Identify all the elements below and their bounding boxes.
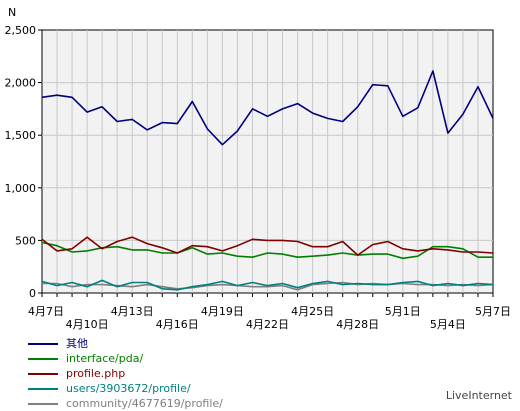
legend-item: interface/pda/ — [28, 351, 223, 366]
line-chart: 05001,0001,5002,0002,5004月7日4月10日4月13日4月… — [5, 6, 512, 331]
x-tick-label: 5月7日 — [475, 305, 511, 318]
legend-item: users/3903672/profile/ — [28, 381, 223, 396]
y-tick-label: 0 — [29, 287, 36, 300]
legend-label: community/4677619/profile/ — [66, 397, 223, 410]
series-line-1 — [41, 241, 493, 260]
legend-label: interface/pda/ — [66, 352, 144, 365]
y-tick-label: 2,500 — [5, 24, 37, 37]
series-line-3 — [41, 279, 494, 291]
series-line-4 — [42, 281, 494, 291]
legend-swatch — [28, 372, 58, 375]
x-tick-label: 4月25日 — [291, 305, 334, 318]
x-tick-label: 5月1日 — [385, 305, 421, 318]
legend-swatch — [28, 402, 58, 405]
legend-item: profile.php — [28, 366, 223, 381]
y-tick-label: 2,000 — [5, 77, 37, 90]
legend-swatch — [28, 357, 58, 360]
x-tick-label: 4月16日 — [156, 318, 199, 331]
legend: 其他 interface/pda/profile.php users/3903672… — [28, 336, 223, 411]
x-tick-label: 4月10日 — [66, 318, 109, 331]
x-tick-label: 4月28日 — [336, 318, 379, 331]
x-tick-label: 4月22日 — [246, 318, 289, 331]
axes: 05001,0001,5002,0002,5004月7日4月10日4月13日4月… — [5, 24, 512, 331]
legend-swatch — [28, 342, 58, 345]
legend-item: 其他 — [28, 336, 223, 351]
x-tick-label: 4月13日 — [111, 305, 154, 318]
watermark: LiveInternet — [445, 389, 512, 402]
legend-label: profile.php — [66, 367, 126, 380]
y-axis-label: N — [8, 6, 16, 19]
legend-swatch — [28, 387, 58, 390]
series-line-2 — [41, 236, 494, 256]
legend-label: 其他 — [66, 337, 88, 350]
series-lines — [41, 70, 494, 291]
y-tick-label: 1,000 — [5, 182, 37, 195]
x-tick-label: 4月19日 — [201, 305, 244, 318]
y-tick-label: 500 — [15, 234, 36, 247]
legend-item: community/4677619/profile/ — [28, 396, 223, 411]
x-tick-label: 5月4日 — [430, 318, 466, 331]
y-tick-label: 1,500 — [5, 129, 37, 142]
legend-label: users/3903672/profile/ — [66, 382, 191, 395]
x-tick-label: 4月7日 — [28, 305, 64, 318]
series-line-0 — [41, 70, 494, 146]
